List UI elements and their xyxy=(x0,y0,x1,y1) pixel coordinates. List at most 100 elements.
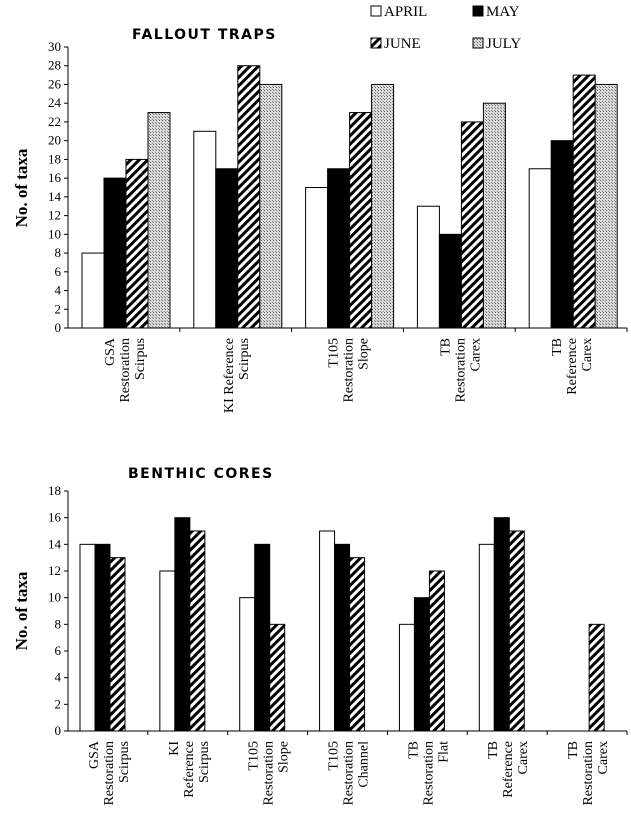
category-label-line: T105 xyxy=(247,741,262,771)
category-label-line: Slope xyxy=(357,338,372,370)
category-label: TBRestorationFlat xyxy=(406,741,451,806)
category-label-line: GSA xyxy=(103,337,118,366)
bar-may xyxy=(438,233,462,329)
bar-may xyxy=(254,543,271,732)
category-label: GSARestorationScirpus xyxy=(103,337,148,402)
y-axis-label: No. of taxa xyxy=(12,148,31,227)
y-tick-label: 20 xyxy=(48,133,61,148)
y-tick-label: 16 xyxy=(48,170,62,185)
bar-june xyxy=(572,74,596,329)
legend-label-may: MAY xyxy=(486,4,520,20)
category-label: TBReferenceCarex xyxy=(486,741,531,798)
bar-june xyxy=(588,623,605,732)
y-tick-label: 12 xyxy=(48,563,61,578)
bar-may xyxy=(334,543,351,732)
bar-june xyxy=(237,65,261,329)
y-tick-label: 8 xyxy=(55,616,62,631)
category-label-line: Reference xyxy=(565,338,580,395)
y-tick-label: 0 xyxy=(55,723,62,738)
y-tick-label: 24 xyxy=(48,95,62,110)
category-label-line: Reference xyxy=(501,741,516,798)
legend-swatch-april xyxy=(370,5,382,17)
y-tick-label: 4 xyxy=(55,283,62,298)
bar-june xyxy=(189,530,206,732)
category-label-line: Restoration xyxy=(581,741,596,806)
category-label-line: T105 xyxy=(327,338,342,368)
y-tick-label: 2 xyxy=(55,301,62,316)
category-label: T105RestorationChannel xyxy=(327,741,372,806)
legend-label-june: JUNE xyxy=(384,36,421,52)
legend-swatch-june xyxy=(370,37,382,49)
bar-may xyxy=(327,168,351,329)
bar-june xyxy=(460,121,484,329)
bar-may xyxy=(550,140,574,329)
bar-june xyxy=(508,530,525,732)
bar-may xyxy=(215,168,239,329)
y-tick-label: 30 xyxy=(48,39,61,54)
bar-april xyxy=(398,623,415,732)
category-label-line: Scirpus xyxy=(237,338,252,380)
category-label-line: Channel xyxy=(357,741,372,788)
category-label: TBRestorationCarex xyxy=(566,741,611,806)
y-tick-label: 0 xyxy=(55,320,62,335)
category-label: T105RestorationSlope xyxy=(247,741,292,806)
bar-june xyxy=(349,112,373,329)
category-label: GSARestorationScirpus xyxy=(87,740,132,805)
category-label-line: KI Reference xyxy=(222,338,237,413)
y-tick-label: 22 xyxy=(48,114,61,129)
fallout-traps-chart: FALLOUT TRAPS No. of taxa 02468101214161… xyxy=(12,27,628,413)
bar-july xyxy=(371,83,395,329)
category-label-line: Restoration xyxy=(342,338,357,403)
y-tick-label: 28 xyxy=(48,58,61,73)
category-label-line: Reference xyxy=(182,741,197,798)
y-tick-label: 18 xyxy=(48,151,61,166)
category-label-line: TB xyxy=(486,741,501,759)
category-label-line: Restoration xyxy=(118,338,133,403)
category-label-line: TB xyxy=(566,741,581,759)
bar-april xyxy=(416,205,440,329)
bar-may xyxy=(493,517,510,732)
y-tick-label: 8 xyxy=(55,245,62,260)
category-label-line: TB xyxy=(550,338,565,356)
bar-may xyxy=(174,517,191,732)
category-label-line: T105 xyxy=(327,741,342,771)
y-tick-label: 26 xyxy=(48,76,62,91)
y-tick-label: 10 xyxy=(48,590,61,605)
category-label: KI ReferenceScirpus xyxy=(222,338,252,413)
category-label-line: Flat xyxy=(436,741,451,763)
chart-title: BENTHIC CORES xyxy=(128,466,274,482)
category-label: TBReferenceCarex xyxy=(550,338,595,395)
bar-april xyxy=(528,168,552,329)
bar-april xyxy=(239,597,256,732)
y-axis-label: No. of taxa xyxy=(12,571,31,650)
bar-june xyxy=(349,557,366,732)
category-label-line: Restoration xyxy=(342,741,357,806)
category-label-line: Carex xyxy=(580,338,595,371)
category-label-line: TB xyxy=(406,741,421,759)
bar-july xyxy=(259,83,283,329)
y-tick-label: 18 xyxy=(48,483,61,498)
category-label-line: Carex xyxy=(468,338,483,371)
bar-may xyxy=(413,597,430,732)
bar-june xyxy=(269,623,286,732)
category-label-line: GSA xyxy=(87,740,102,769)
bar-june xyxy=(428,570,445,732)
y-tick-label: 16 xyxy=(48,510,62,525)
bar-may xyxy=(94,543,111,732)
chart-title: FALLOUT TRAPS xyxy=(132,27,277,43)
bar-april xyxy=(159,570,176,732)
category-label-line: Restoration xyxy=(421,741,436,806)
category-label-line: Slope xyxy=(277,741,292,773)
bar-may xyxy=(103,177,127,329)
bar-april xyxy=(478,543,495,732)
bar-june xyxy=(125,158,149,329)
legend-label-july: JULY xyxy=(486,36,521,52)
category-label-line: TB xyxy=(438,338,453,356)
category-label-line: Restoration xyxy=(262,741,277,806)
bar-april xyxy=(193,130,217,329)
category-label: TBRestorationCarex xyxy=(438,338,483,403)
legend-swatch-may xyxy=(472,5,484,17)
legend-label-april: APRIL xyxy=(384,4,427,20)
y-tick-label: 12 xyxy=(48,208,61,223)
